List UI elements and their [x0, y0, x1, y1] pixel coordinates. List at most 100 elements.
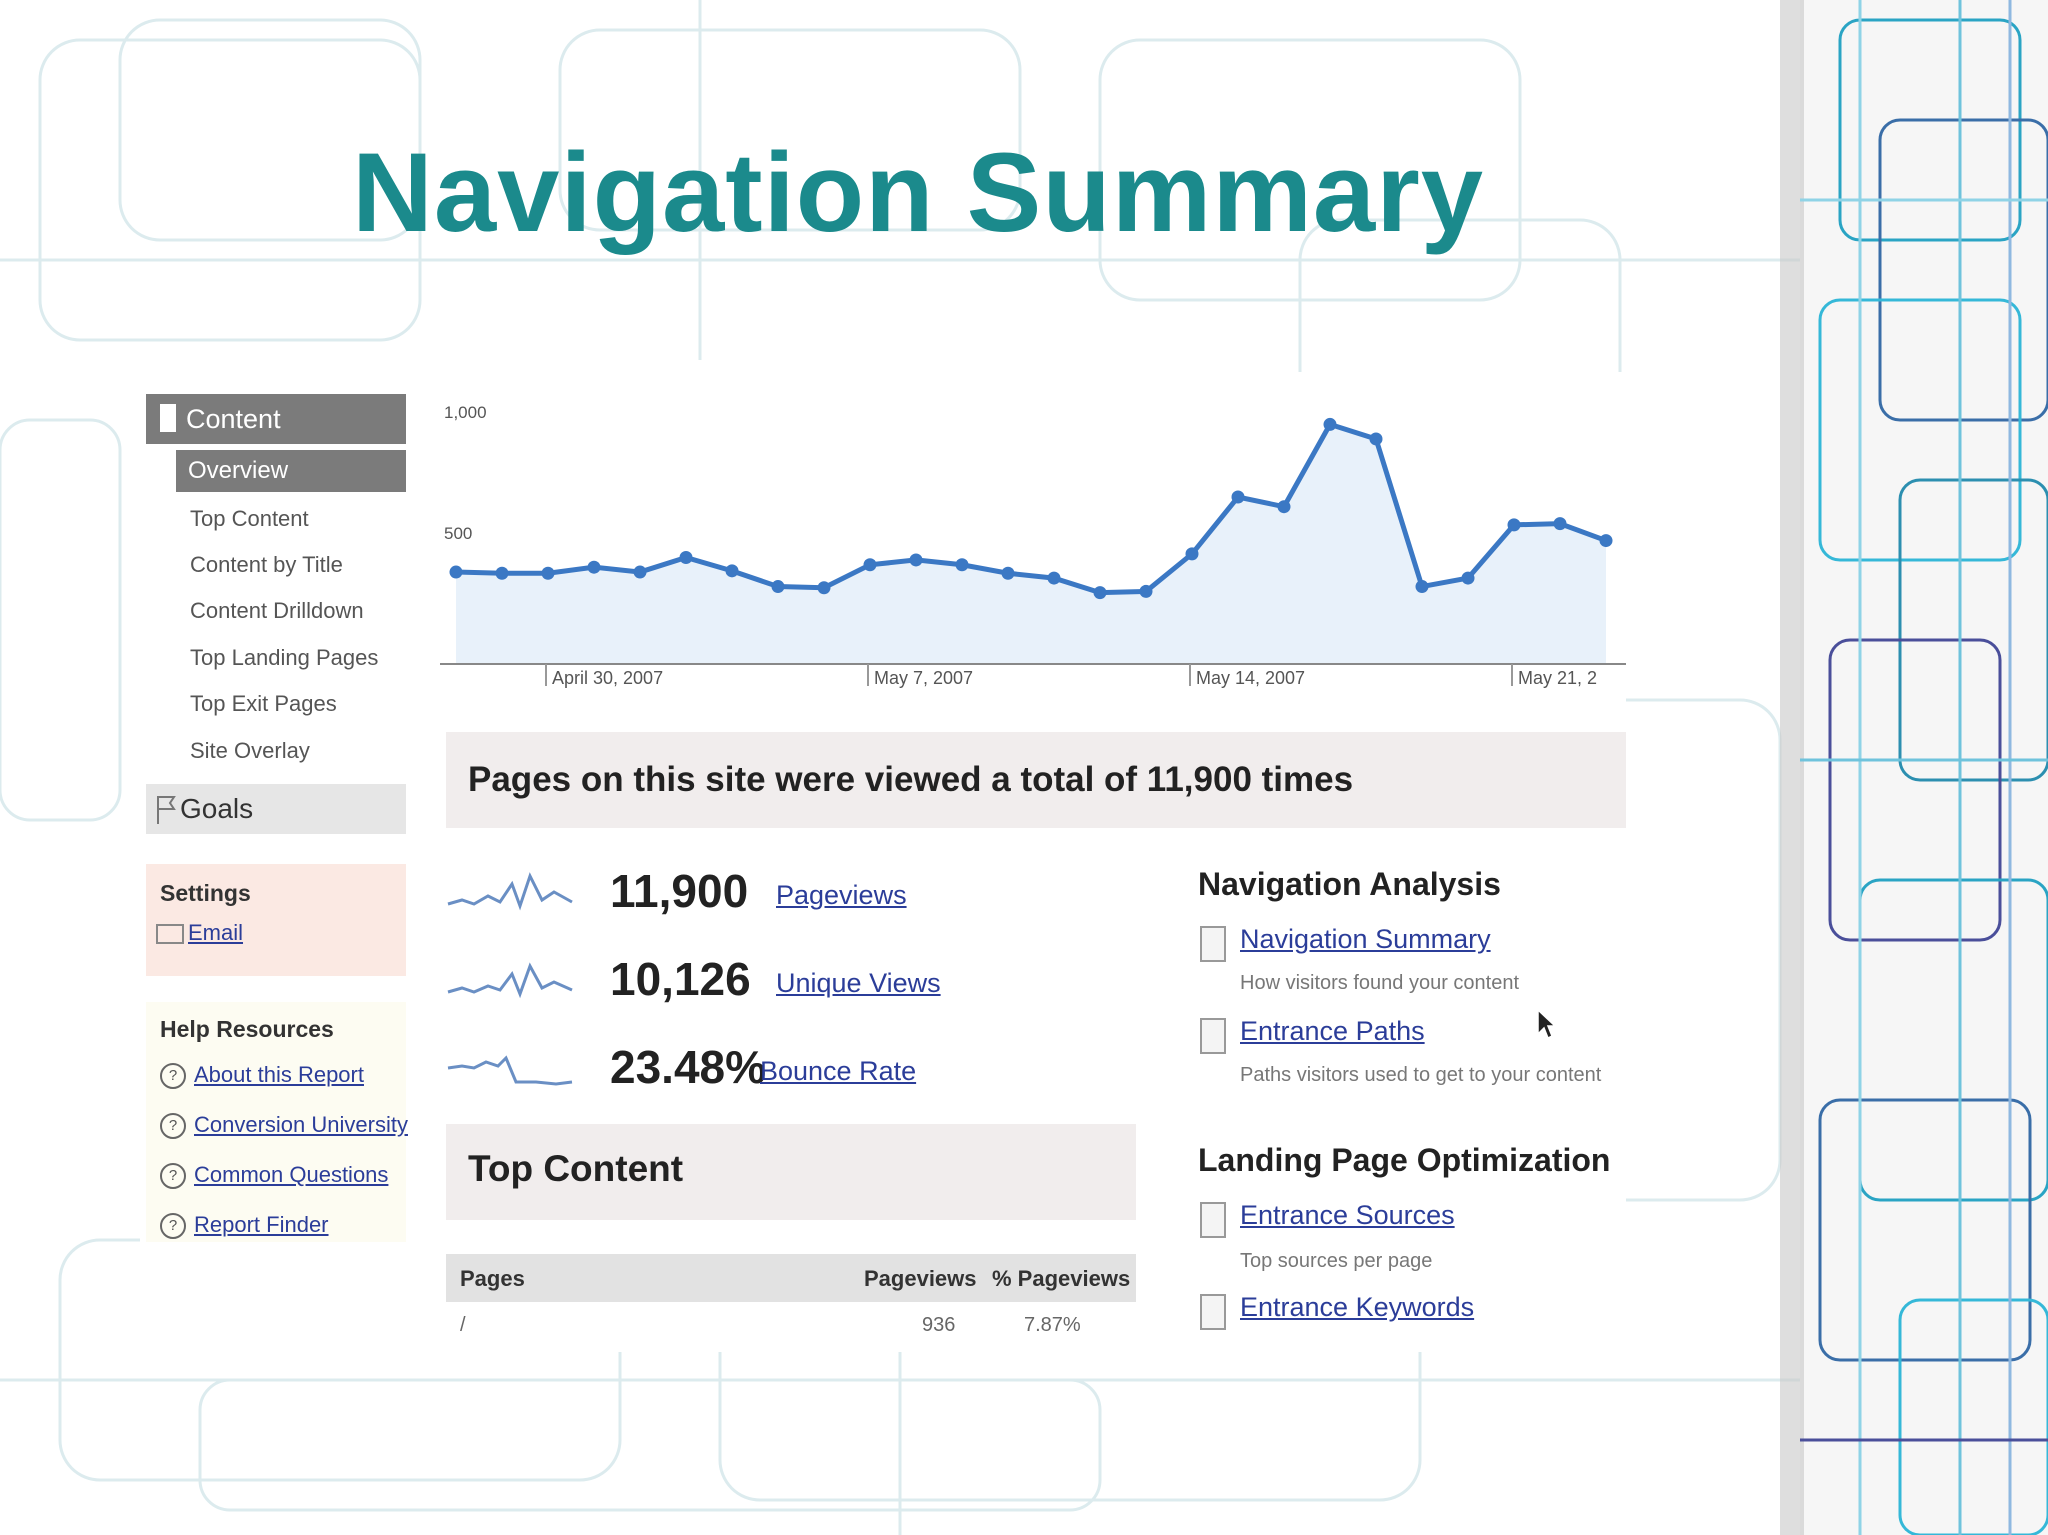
chart-point [1415, 580, 1429, 594]
cell-page[interactable]: / [460, 1314, 466, 1336]
navigation-summary-link[interactable]: Navigation Summary [1240, 924, 1491, 954]
report-icon [1200, 1294, 1226, 1330]
sidebar-item-top-content[interactable]: Top Content [190, 506, 309, 531]
metric-pageviews: 11,900 Pageviews [446, 862, 966, 932]
column-header-pageviews[interactable]: Pageviews [864, 1266, 977, 1291]
chart-point [863, 558, 877, 572]
report-icon [1200, 1202, 1226, 1238]
chart-point [1185, 547, 1199, 561]
table-header: Pages Pageviews % Pageviews [446, 1254, 1136, 1302]
chart-point [449, 565, 463, 579]
top-content-heading: Top Content [468, 1148, 684, 1189]
entrance-sources-link[interactable]: Entrance Sources [1240, 1200, 1455, 1230]
chart-point [909, 553, 923, 567]
landing-page-optimization-heading: Landing Page Optimization [1198, 1142, 1611, 1178]
chart-y-tick-label: 500 [444, 524, 472, 543]
chart-point [587, 560, 601, 574]
sidebar-goals-label: Goals [180, 793, 254, 824]
bounce-rate-link[interactable]: Bounce Rate [760, 1056, 917, 1086]
flag-icon [157, 796, 176, 824]
chart-point [1507, 518, 1521, 532]
sidebar-content-section[interactable]: Content [146, 394, 406, 444]
sparkline-icon [447, 962, 573, 999]
help-link-about-report[interactable]: ? About this Report [160, 1062, 364, 1090]
metric-value: 10,126 [610, 953, 751, 1005]
sidebar-item-overview[interactable]: Overview [176, 450, 406, 492]
help-link-report-finder[interactable]: ? Report Finder [160, 1212, 329, 1240]
chart-point [955, 558, 969, 572]
help-link-conversion-university[interactable]: ? Conversion University [160, 1112, 408, 1140]
chart-point [1369, 432, 1383, 446]
help-icon: ? [160, 1163, 186, 1190]
help-link-label: About this Report [194, 1062, 364, 1087]
report-icon [1200, 926, 1226, 962]
settings-heading: Settings [160, 880, 251, 906]
metric-unique-views: 10,126 Unique Views [446, 950, 966, 1020]
sidebar-item-top-exit-pages[interactable]: Top Exit Pages [190, 691, 337, 716]
page-icon [160, 404, 176, 432]
sidebar-item-top-landing-pages[interactable]: Top Landing Pages [190, 645, 379, 670]
chart-series-line [455, 421, 1607, 596]
settings-box: Settings Email [146, 864, 406, 976]
pageviews-chart: 1,000 500 April 30, 2007 May 7, 2007 May 14,… [440, 403, 1626, 688]
help-link-common-questions[interactable]: ? Common Questions [160, 1162, 389, 1190]
help-icon: ? [160, 1063, 186, 1090]
help-heading: Help Resources [160, 1016, 334, 1042]
chart-point [1001, 566, 1015, 580]
entrance-keywords-link[interactable]: Entrance Keywords [1240, 1292, 1475, 1322]
entrance-paths-desc: Paths visitors used to get to your conte… [1240, 1064, 1602, 1086]
chart-x-tick-label: May 21, 2 [1518, 668, 1597, 688]
cell-pageviews: 936 [922, 1314, 956, 1336]
navigation-summary-desc: How visitors found your content [1240, 972, 1520, 994]
email-link[interactable]: Email [156, 920, 243, 946]
chart-point [1599, 534, 1613, 548]
sidebar-item-site-overlay[interactable]: Site Overlay [190, 738, 310, 763]
metric-value: 11,900 [610, 865, 749, 917]
chart-point [1461, 571, 1475, 585]
help-link-label: Report Finder [194, 1212, 329, 1237]
metric-value: 23.48% [610, 1041, 767, 1093]
table-row[interactable]: / 936 7.87% [446, 1302, 1136, 1352]
column-header-percent-pageviews[interactable]: % Pageviews [992, 1266, 1131, 1291]
navigation-analysis-heading: Navigation Analysis [1198, 866, 1501, 902]
sidebar-content-label: Content [186, 404, 281, 434]
sidebar-overview-label: Overview [188, 457, 289, 484]
chart-y-tick-label: 1,000 [444, 403, 487, 422]
sidebar-item-content-by-title[interactable]: Content by Title [190, 552, 343, 577]
column-header-pages[interactable]: Pages [460, 1266, 525, 1291]
entrance-paths-link[interactable]: Entrance Paths [1240, 1016, 1425, 1046]
chart-point [817, 581, 831, 595]
help-link-label: Common Questions [194, 1162, 389, 1187]
chart-point [541, 566, 555, 580]
top-content-header: Top Content [446, 1124, 1136, 1220]
metric-bounce-rate: 23.48% Bounce Rate [446, 1038, 966, 1108]
chart-point [633, 565, 647, 579]
sparkline-icon [447, 872, 573, 911]
chart-point [1323, 417, 1337, 431]
chart-point [725, 564, 739, 578]
help-resources-box: Help Resources ? About this Report ? Conve… [146, 1002, 408, 1242]
sidebar-goals-section[interactable]: Goals [146, 784, 406, 834]
email-link-label: Email [188, 920, 244, 945]
mouse-cursor-icon [1537, 1008, 1556, 1040]
chart-point [1047, 571, 1061, 585]
report-icon [1200, 1018, 1226, 1054]
pageviews-link[interactable]: Pageviews [776, 880, 907, 910]
chart-x-tick-label: May 14, 2007 [1196, 668, 1305, 688]
chart-x-tick-label: May 7, 2007 [874, 668, 973, 688]
analytics-screenshot: Content Overview Top Content Content by … [140, 372, 1626, 1352]
slide-title: Navigation Summary [352, 130, 1485, 255]
entrance-sources-desc: Top sources per page [1240, 1250, 1433, 1272]
sidebar-item-content-drilldown[interactable]: Content Drilldown [190, 598, 364, 623]
summary-banner-text: Pages on this site were viewed a total o… [468, 760, 1354, 799]
chart-point [1553, 517, 1567, 531]
chart-point [1231, 490, 1245, 504]
cell-percent: 7.87% [1024, 1314, 1081, 1336]
chart-area-fill [456, 424, 1606, 664]
chart-x-tick-label: April 30, 2007 [552, 668, 663, 688]
chart-point [495, 566, 509, 580]
chart-point [771, 580, 785, 594]
help-icon: ? [160, 1213, 186, 1240]
chart-point [1093, 586, 1107, 600]
unique-views-link[interactable]: Unique Views [776, 968, 941, 998]
